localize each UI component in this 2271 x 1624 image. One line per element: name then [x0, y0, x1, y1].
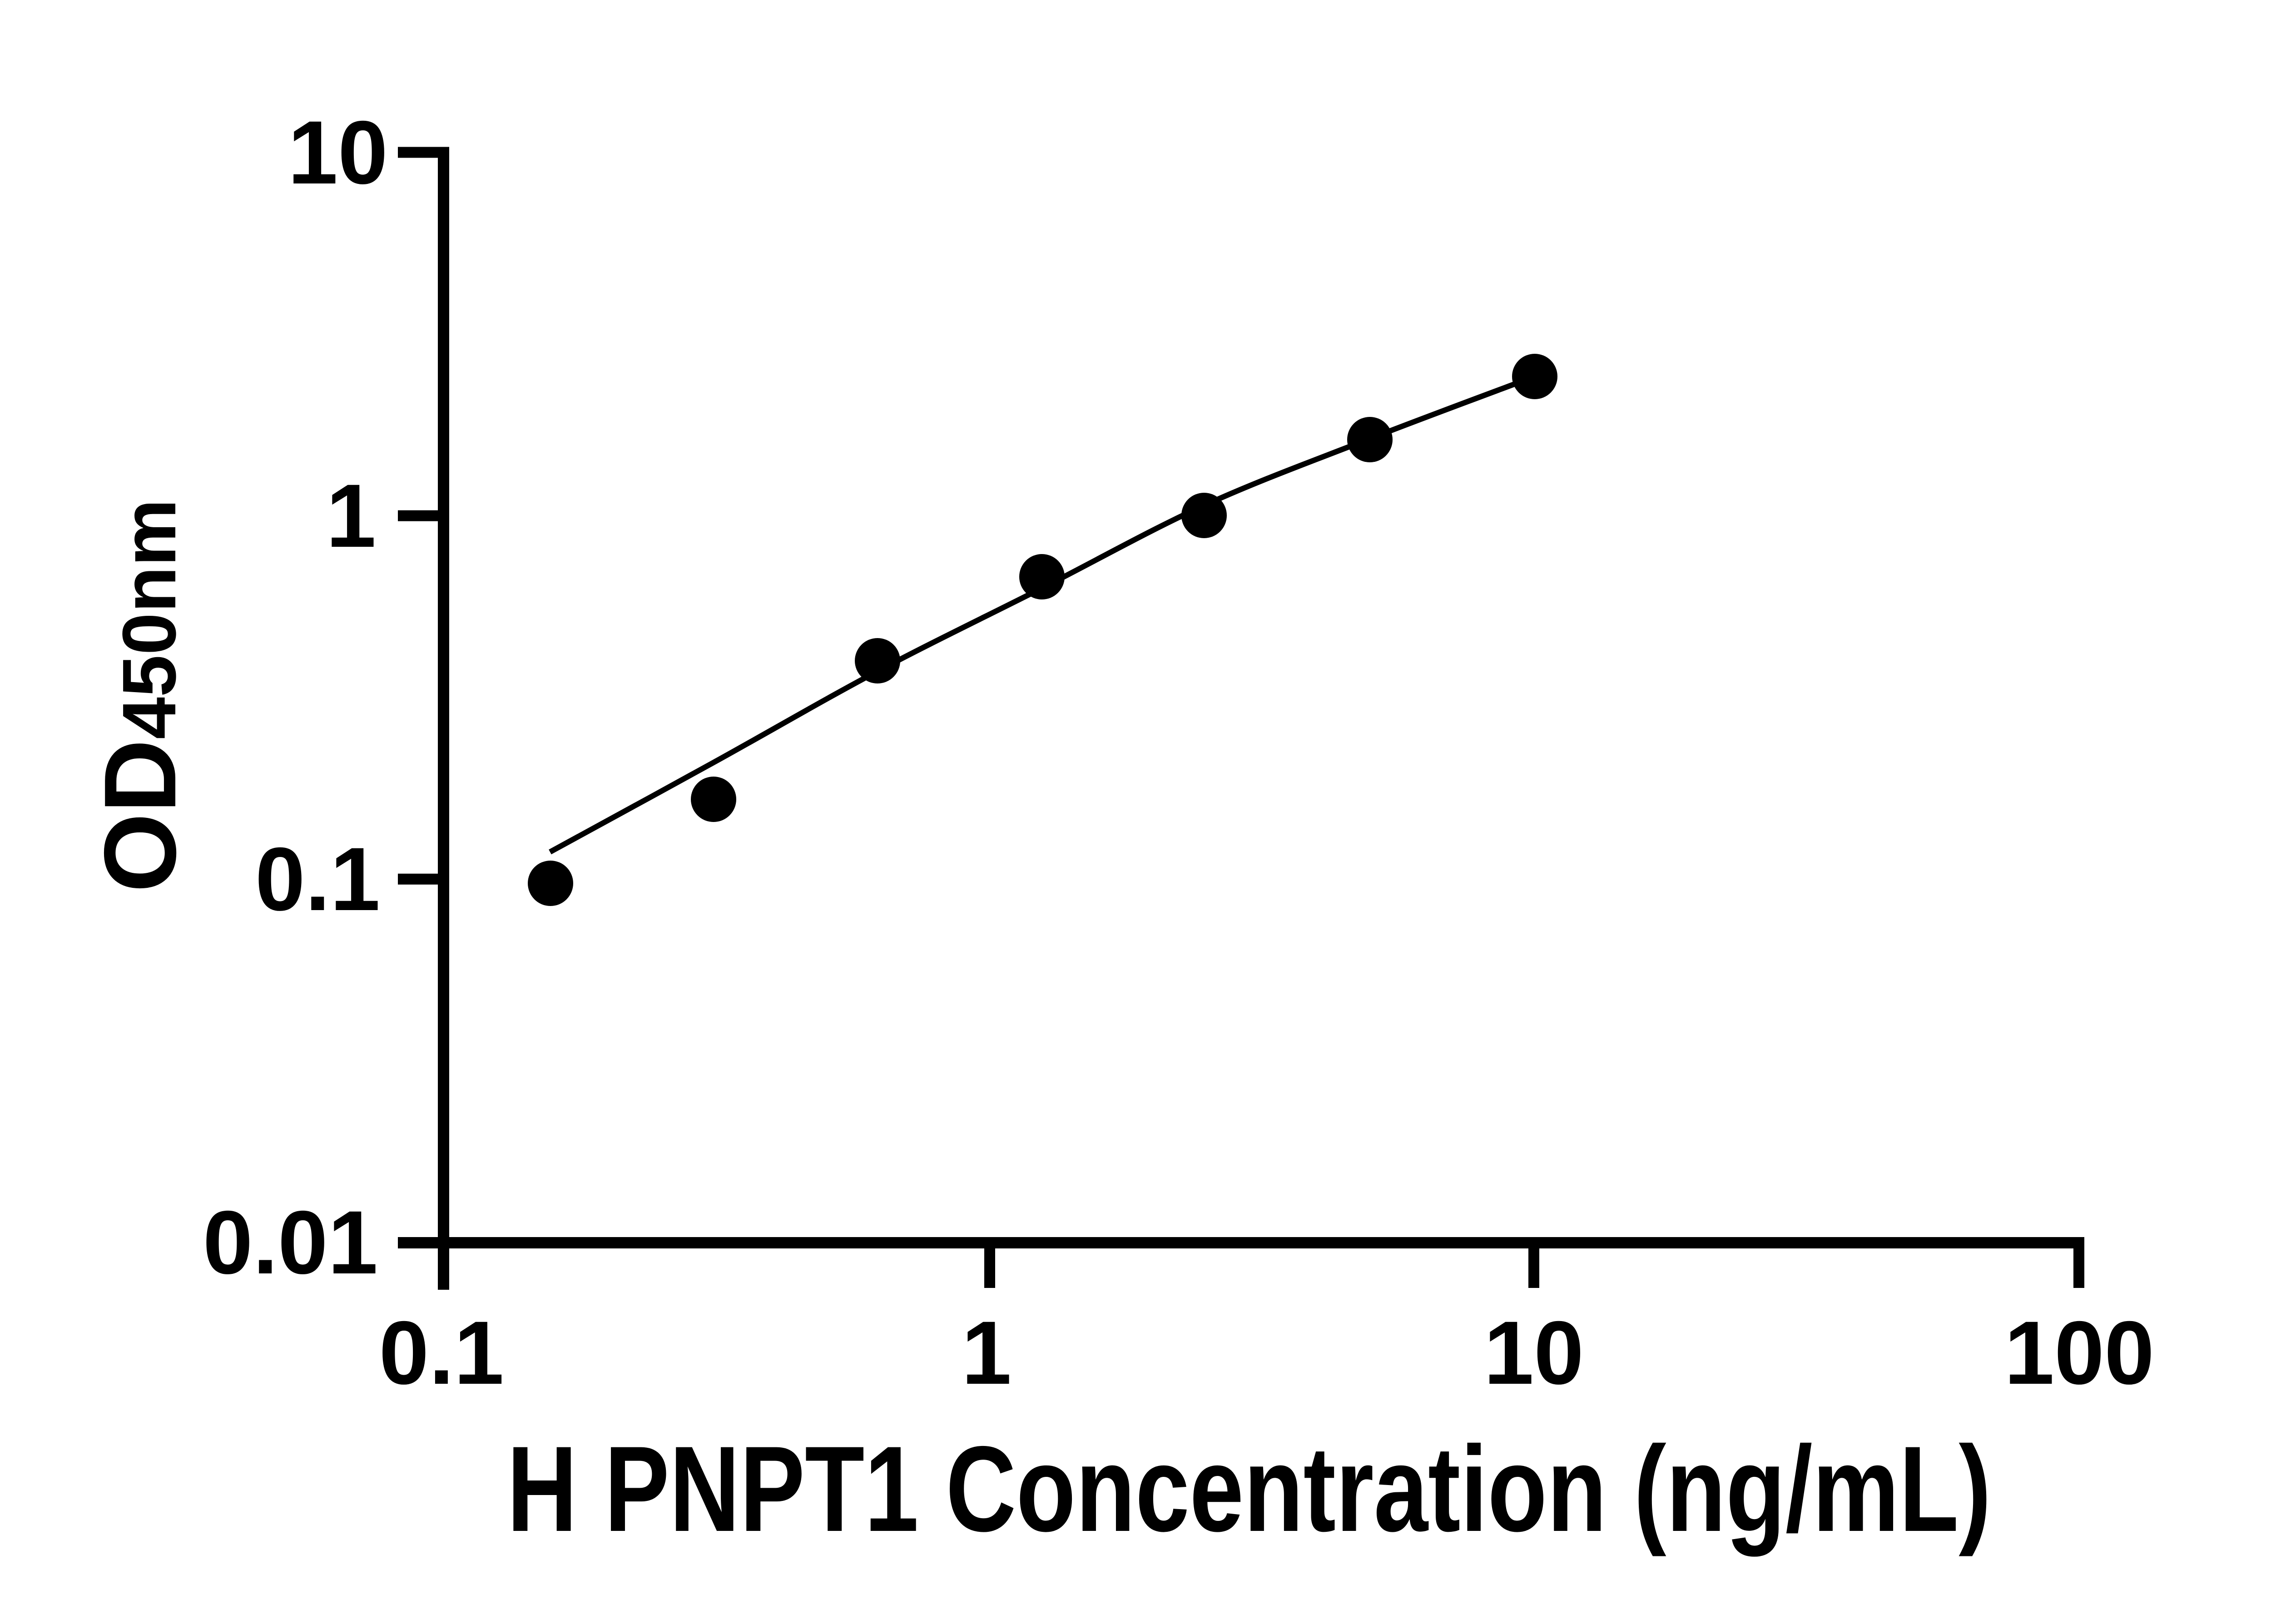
svg-text:0.1: 0.1 [379, 1302, 504, 1403]
svg-text:10: 10 [1484, 1302, 1584, 1403]
svg-text:H PNPT1 Concentration (ng/mL): H PNPT1 Concentration (ng/mL) [507, 1421, 1991, 1558]
svg-text:0.01: 0.01 [203, 1192, 378, 1292]
svg-text:10: 10 [288, 102, 388, 203]
svg-text:100: 100 [2004, 1302, 2154, 1403]
svg-text:OD450nm: OD450nm [83, 499, 197, 893]
svg-text:1: 1 [326, 465, 376, 566]
svg-text:1: 1 [962, 1302, 1012, 1403]
svg-text:0.1: 0.1 [255, 829, 380, 929]
